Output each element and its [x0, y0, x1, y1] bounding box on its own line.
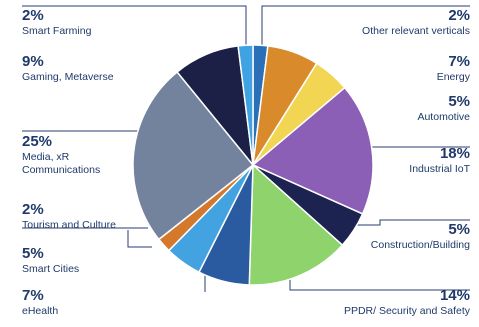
callout-label-right-5: Construction/Building [371, 239, 470, 251]
callout-label-left-6: eHealth [22, 305, 58, 317]
callout-percent-right-5: 5% [448, 221, 470, 238]
callout-label-right-1: Other relevant verticals [362, 25, 470, 37]
callout-percent-left-2: 9% [22, 53, 44, 70]
pie-slices [132, 44, 374, 286]
callout-label-left-5: Smart Cities [22, 263, 79, 275]
leader-line-5 [127, 230, 152, 248]
leader-line-1 [22, 5, 247, 55]
callout-label-right-2: Energy [437, 71, 471, 83]
callout-percent-left-3: 25% [22, 133, 52, 150]
pie-slice-industrial-iot [251, 86, 374, 215]
callout-percent-right-6: 14% [440, 287, 470, 304]
callout-label-left-1: Smart Farming [22, 25, 92, 37]
callout-percent-right-3: 5% [448, 93, 470, 110]
callout-percent-right-4: 18% [440, 145, 470, 162]
callout-label-left-3: Media, xR [22, 151, 70, 163]
pie-slice-media-xr-communications [132, 70, 255, 241]
callout-percent-left-1: 2% [22, 7, 44, 24]
leader-line-2 [261, 5, 470, 55]
pie-slice-smart-farming [237, 44, 254, 166]
callout-label-right-4: Industrial IoT [409, 163, 470, 175]
callout-percent-left-4: 2% [22, 201, 44, 218]
pie-slice-ppdr-security-and-safety [248, 163, 344, 286]
callout-percent-right-2: 7% [448, 53, 470, 70]
callout-label-right-6: PPDR/ Security and Safety [344, 305, 471, 317]
callout-label-right-3: Automotive [417, 111, 470, 123]
callout-percent-right-1: 2% [448, 7, 470, 24]
callout-percent-left-5: 5% [22, 245, 44, 262]
callout-label-left-4: Tourism and Culture [22, 219, 116, 231]
callout-label-left-3: Communications [22, 164, 100, 176]
callout-label-left-2: Gaming, Metaverse [22, 71, 114, 83]
callout-percent-left-6: 7% [22, 287, 44, 304]
